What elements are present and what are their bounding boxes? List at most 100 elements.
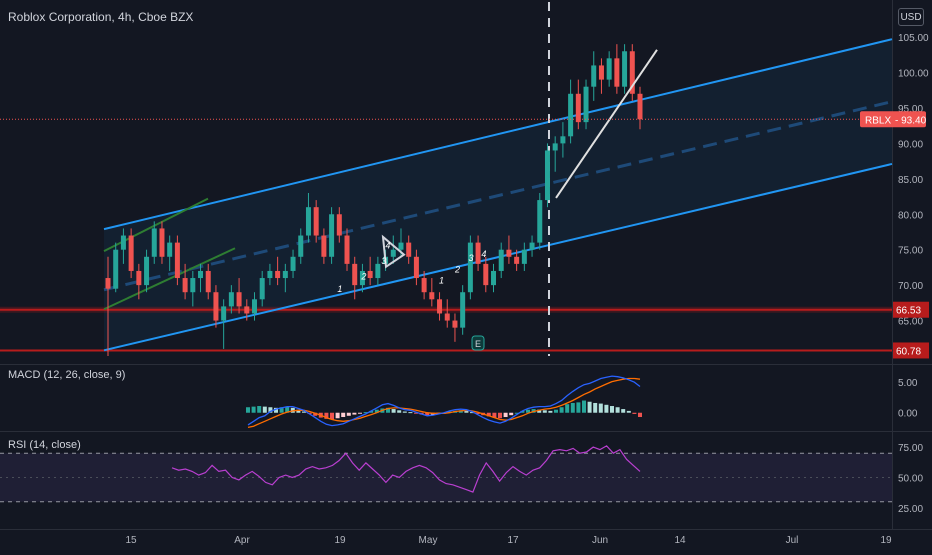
wave-label: 1 [439, 276, 444, 286]
macd-histogram-bar [313, 412, 318, 416]
macd-histogram-bar [262, 406, 267, 413]
macd-histogram-bar [335, 412, 340, 419]
candle-body [313, 207, 319, 236]
macd-histogram-bar [626, 410, 631, 413]
candle-body [483, 263, 489, 286]
candle-body [167, 242, 173, 257]
wave-label: 1 [337, 284, 342, 294]
currency-button[interactable]: USD [898, 8, 924, 26]
candle-body [198, 270, 204, 279]
macd-histogram-bar [542, 410, 547, 413]
macd-histogram-bar [548, 410, 553, 413]
candle-body [544, 150, 550, 201]
earnings-marker-label: E [475, 339, 481, 349]
macd-histogram-bar [369, 410, 374, 413]
candle-body [629, 51, 635, 94]
macd-histogram-bar [526, 409, 530, 413]
wave-label: 4 [385, 240, 390, 250]
macd-histogram-bar [386, 407, 390, 413]
candle-body [475, 242, 481, 264]
trendline-green [103, 247, 236, 311]
candle-body [120, 235, 126, 250]
candle-body [421, 278, 427, 293]
candle-body [221, 306, 227, 321]
candle-body [305, 207, 311, 236]
candle-body [514, 256, 520, 264]
macd-histogram-bar [246, 407, 250, 413]
macd-histogram-bar [268, 407, 273, 413]
candle-body [375, 263, 381, 279]
time-tick-label: 19 [334, 535, 346, 546]
wave-label: 2 [454, 264, 460, 274]
candle-body [136, 270, 142, 286]
price-tick-label: 85.00 [898, 175, 923, 186]
candle-body [267, 270, 273, 279]
macd-histogram-bar [610, 406, 614, 413]
macd-histogram-bar [582, 400, 586, 413]
candle-body [568, 93, 574, 137]
macd-histogram-bar [358, 412, 362, 414]
macd-tick-label: 5.00 [898, 378, 918, 389]
rsi-tick-label: 50.00 [898, 474, 923, 485]
time-tick-label: Jun [592, 535, 608, 546]
level-price-tag [893, 301, 929, 318]
rsi-title: RSI (14, close) [8, 439, 81, 451]
candle-body [598, 65, 604, 80]
macd-histogram-bar [251, 406, 256, 413]
candle-body [329, 214, 335, 257]
candle-body [521, 249, 527, 264]
macd-histogram-bar [475, 412, 480, 414]
level-price-label: 66.53 [896, 306, 921, 317]
candle-body [228, 292, 234, 307]
macd-line [247, 375, 641, 427]
candle-body [491, 270, 497, 286]
macd-histogram-bar [402, 411, 407, 413]
candle-body [244, 306, 250, 314]
macd-histogram-bar [274, 407, 278, 413]
candle-body [159, 228, 165, 257]
channel-median-line [103, 100, 893, 292]
candle-body [622, 51, 628, 87]
candle-body [344, 235, 350, 264]
level-price-tag [893, 342, 929, 359]
macd-histogram-bar [391, 409, 396, 413]
level-zone [0, 306, 892, 313]
candle-body [537, 200, 543, 243]
time-tick-label: 14 [674, 535, 686, 546]
candle-body [190, 278, 196, 293]
macd-histogram-bar [632, 412, 637, 414]
candle-body [128, 235, 134, 271]
candle-body [413, 256, 419, 279]
candle-body [583, 86, 589, 123]
candle-body [113, 249, 119, 289]
channel-lower-line [103, 162, 893, 352]
level-price-label: 60.78 [896, 346, 921, 357]
wave-label: 3 [469, 253, 474, 263]
macd-histogram-bar [486, 412, 491, 417]
candle-body [606, 58, 612, 80]
price-tick-label: 100.00 [898, 69, 929, 80]
candle-body [591, 65, 597, 87]
macd-histogram-bar [414, 412, 418, 414]
macd-histogram-bar [598, 403, 603, 413]
candle-body [467, 242, 473, 293]
macd-histogram-bar [279, 407, 284, 413]
symbol-title: Roblox Corporation, 4h, Cboe BZX [8, 10, 194, 24]
macd-histogram-bar [537, 409, 542, 413]
macd-histogram-bar [559, 407, 564, 413]
wave-label: 3 [381, 256, 386, 266]
macd-histogram-bar [587, 401, 592, 413]
candle-body [498, 249, 504, 271]
price-tick-label: 80.00 [898, 210, 923, 221]
candle-body [529, 242, 535, 250]
candle-body [367, 270, 373, 279]
time-tick-label: Apr [234, 535, 250, 546]
macd-histogram-bar [492, 412, 497, 418]
macd-histogram-bar [514, 412, 519, 414]
rsi-tick-label: 75.00 [898, 443, 923, 454]
time-tick-label: 17 [507, 535, 519, 546]
candle-body [506, 249, 512, 257]
price-tick-label: 95.00 [898, 104, 923, 115]
macd-histogram-bar [470, 412, 474, 414]
